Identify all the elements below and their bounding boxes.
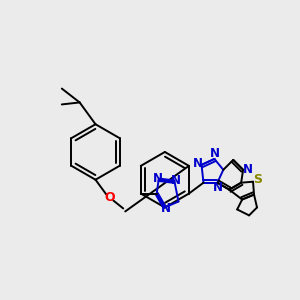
Text: N: N xyxy=(213,181,224,194)
Text: N: N xyxy=(160,202,171,215)
Text: N: N xyxy=(153,172,163,185)
Text: N: N xyxy=(193,158,202,170)
Text: O: O xyxy=(104,191,115,204)
Text: N: N xyxy=(170,174,181,187)
Text: N: N xyxy=(209,148,219,160)
Text: S: S xyxy=(254,173,262,186)
Text: N: N xyxy=(243,163,253,176)
